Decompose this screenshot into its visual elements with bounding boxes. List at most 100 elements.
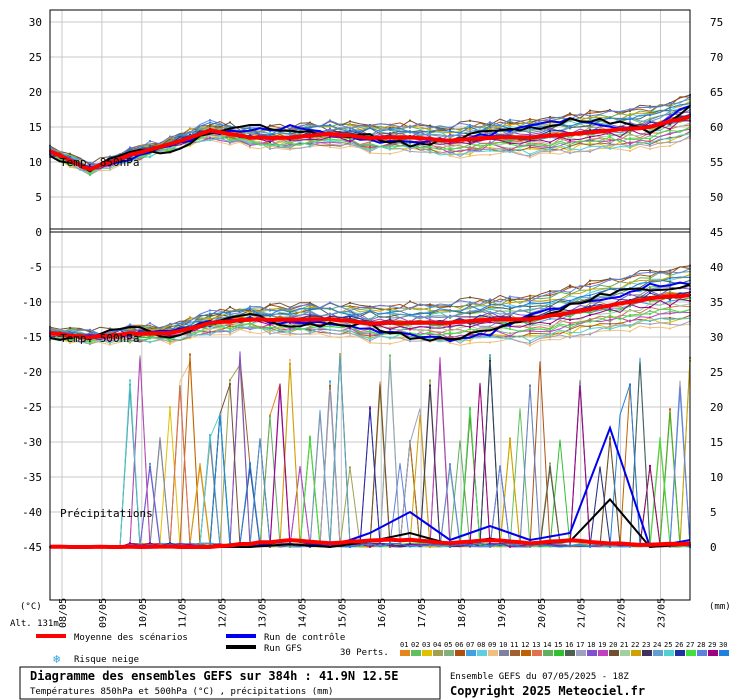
perturbation-point [429, 303, 431, 306]
perturbation-point [629, 137, 631, 140]
perturbation-point [569, 299, 571, 302]
date-tick-label: 19/05 [497, 598, 508, 628]
perturbation-point [469, 145, 471, 148]
perturbation-point [449, 310, 451, 313]
perturbation-point [509, 120, 511, 123]
perturbation-point [389, 305, 391, 308]
perturbation-point [489, 341, 491, 344]
perturbation-swatch [499, 650, 509, 656]
perturbation-point [269, 330, 271, 333]
perturbation-point [529, 334, 531, 337]
perturbation-point [469, 339, 471, 342]
perturbation-point [549, 309, 551, 312]
perturbation-point [469, 306, 471, 309]
perturbation-point [289, 148, 291, 151]
perturbation-point [549, 543, 551, 546]
perturbation-swatch [631, 650, 641, 656]
perturbation-point [629, 281, 631, 284]
perturbation-point [269, 328, 271, 331]
perturbation-point [129, 323, 131, 326]
perturbation-point [449, 305, 451, 308]
gfs-run-line [49, 105, 691, 173]
perturbation-point [369, 152, 371, 155]
perturbation-point [489, 313, 491, 316]
perturbation-point [369, 134, 371, 137]
perturbation-point [589, 311, 591, 314]
perturbation-point [529, 141, 531, 144]
perturbation-point [429, 379, 431, 382]
right-tick-label: 60 [710, 121, 723, 134]
perturbation-point [669, 113, 671, 116]
perturbation-point [489, 354, 491, 357]
perturbation-point [649, 143, 651, 146]
perturbation-point [389, 128, 391, 131]
perturbation-point [409, 327, 411, 330]
perturbation-point [649, 106, 651, 109]
perturbation-point [649, 299, 651, 302]
perturbation-point [529, 142, 531, 145]
perturbation-point [549, 303, 551, 306]
perturbation-point [169, 327, 171, 330]
perturbation-point [489, 142, 491, 145]
perturbation-point [429, 150, 431, 153]
perturbation-point [309, 307, 311, 310]
perturbation-point [549, 467, 551, 470]
perturbation-point [309, 330, 311, 333]
perturbation-point [609, 109, 611, 112]
perturbation-point [609, 144, 611, 147]
perturbation-point [189, 331, 191, 334]
perturbation-point [449, 467, 451, 470]
perturbation-point [529, 327, 531, 330]
left-tick-label: -20 [22, 366, 42, 379]
perturbation-point [329, 315, 331, 318]
perturbation-point [429, 309, 431, 312]
perturbation-point [569, 143, 571, 146]
perturbation-point [429, 128, 431, 131]
perturbation-point [189, 320, 191, 323]
perturbation-point [629, 147, 631, 150]
perturbation-point [569, 336, 571, 339]
perturbation-point [569, 323, 571, 326]
perturbation-point [69, 156, 71, 159]
perturbation-point [609, 437, 611, 440]
perturbation-swatch [477, 650, 487, 656]
perturbation-point [189, 128, 191, 131]
perturbation-point [289, 327, 291, 330]
perturbation-swatch [422, 650, 432, 656]
perturbation-point [229, 327, 231, 330]
perturbation-point [489, 141, 491, 144]
perturbation-point [589, 324, 591, 327]
perturbation-point [589, 118, 591, 121]
perturbation-point [509, 328, 511, 331]
perturbation-point [629, 131, 631, 134]
perturbation-point [589, 125, 591, 128]
perturbation-swatch [653, 650, 663, 656]
perturbation-point [149, 156, 151, 159]
perturbation-point [289, 362, 291, 365]
perturbation-point [549, 292, 551, 295]
perturbation-point [509, 306, 511, 309]
perturbation-point [209, 328, 211, 331]
perturbation-point [369, 306, 371, 309]
perturbation-point [669, 270, 671, 273]
perturbation-point [329, 389, 331, 392]
perturbation-point [529, 123, 531, 126]
perturbation-point [469, 414, 471, 417]
perturbation-point [589, 115, 591, 118]
perturbation-point [589, 327, 591, 330]
perturbation-point [429, 543, 431, 546]
perturbation-number: 29 [708, 641, 716, 649]
perturbation-point [649, 142, 651, 145]
perturbation-point [369, 146, 371, 149]
perturbation-point [669, 129, 671, 132]
perturbation-point [389, 133, 391, 136]
perturbation-point [149, 542, 151, 545]
perturbation-point [309, 144, 311, 147]
perturbation-point [449, 545, 451, 548]
perturbation-point [329, 124, 331, 127]
perturbation-point [509, 332, 511, 335]
perturbation-point [649, 114, 651, 117]
date-tick-label: 16/05 [377, 598, 388, 628]
perturbation-point [589, 325, 591, 328]
title-box: Diagramme des ensembles GEFS sur 384h : … [19, 666, 441, 700]
